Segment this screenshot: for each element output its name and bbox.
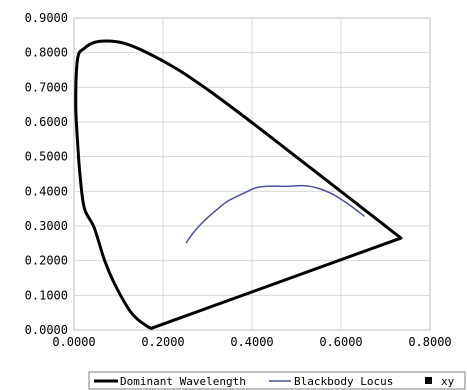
x-tick-label: 0.0000 bbox=[52, 335, 95, 349]
legend-label-xy: xy bbox=[441, 375, 455, 388]
y-tick-label: 0.3000 bbox=[25, 219, 68, 233]
legend-label-dominant-wavelength: Dominant Wavelength bbox=[120, 375, 246, 388]
y-tick-label: 0.2000 bbox=[25, 254, 68, 268]
series-line-blackbody-locus bbox=[185, 184, 365, 244]
legend: Dominant Wavelength Blackbody Locus xy bbox=[88, 371, 466, 390]
series-layer bbox=[74, 39, 403, 330]
y-tick-label: 0.6000 bbox=[25, 115, 68, 129]
y-tick-label: 0.0000 bbox=[25, 323, 68, 337]
y-tick-label: 0.8000 bbox=[25, 46, 68, 60]
x-axis-ticks: 0.0000 0.2000 0.4000 0.6000 0.8000 bbox=[52, 335, 451, 349]
x-tick-label: 0.4000 bbox=[230, 335, 273, 349]
y-tick-label: 0.4000 bbox=[25, 184, 68, 198]
series-line-dominant-wavelength bbox=[74, 39, 403, 330]
x-tick-label: 0.8000 bbox=[408, 335, 451, 349]
legend-swatch-xy bbox=[425, 377, 432, 384]
y-tick-label: 0.5000 bbox=[25, 150, 68, 164]
x-tick-label: 0.2000 bbox=[141, 335, 184, 349]
legend-label-blackbody-locus: Blackbody Locus bbox=[294, 375, 393, 388]
x-tick-label: 0.6000 bbox=[319, 335, 362, 349]
y-tick-label: 0.1000 bbox=[25, 288, 68, 302]
y-axis-ticks: 0.0000 0.1000 0.2000 0.3000 0.4000 0.5000 0.60… bbox=[25, 11, 68, 337]
y-tick-label: 0.9000 bbox=[25, 11, 68, 25]
y-tick-label: 0.7000 bbox=[25, 80, 68, 94]
